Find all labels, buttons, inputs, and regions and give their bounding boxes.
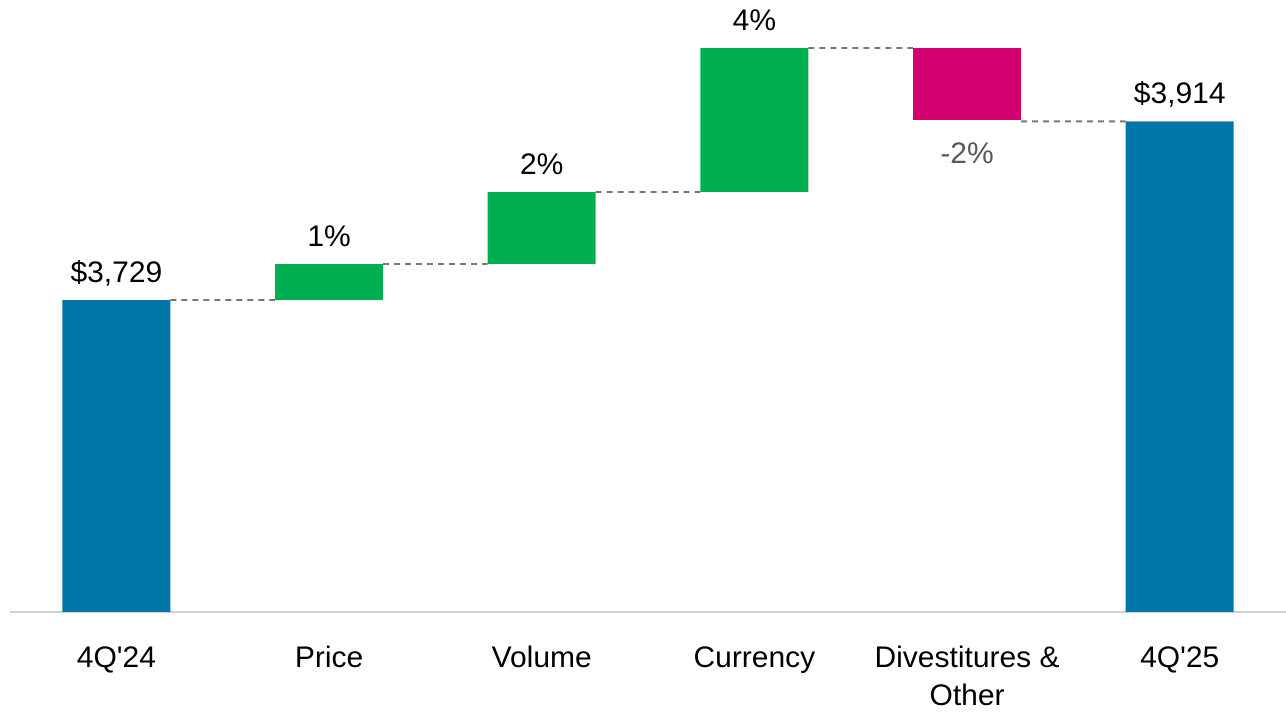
value-label: 2% (519, 148, 564, 181)
value-label: 4% (732, 4, 776, 37)
category-label: Volume (491, 641, 592, 674)
category-label: 4Q'25 (1140, 641, 1220, 674)
value-label: $3,729 (70, 256, 163, 289)
value-label: -2% (940, 137, 994, 170)
category-label: Price (294, 641, 364, 674)
bar (487, 192, 596, 264)
bar (913, 48, 1021, 120)
value-label: 1% (307, 220, 351, 253)
bar (700, 48, 809, 192)
category-label: Divestitures & Other (874, 641, 1060, 712)
category-label: 4Q'24 (76, 641, 156, 674)
bar (275, 264, 383, 300)
bar (1125, 121, 1234, 612)
value-label: $3,914 (1133, 77, 1226, 111)
category-label: Currency (693, 641, 816, 674)
bar (62, 300, 171, 612)
